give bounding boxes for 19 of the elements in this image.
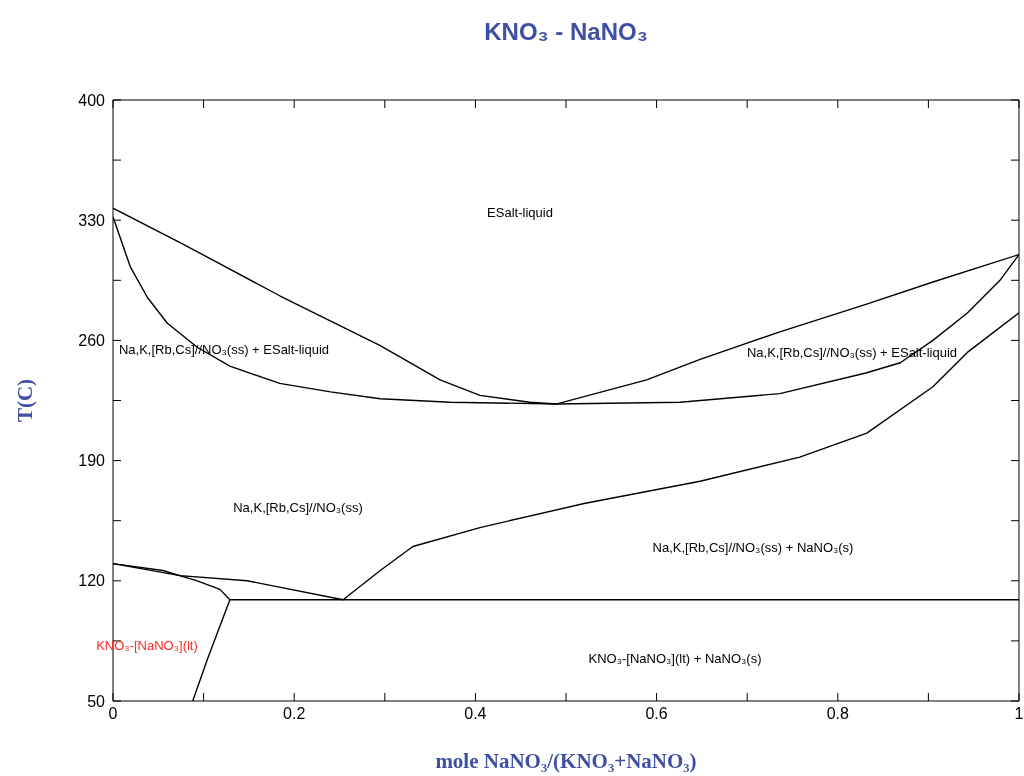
y-tick-label: 190 <box>78 452 106 470</box>
y-tick-label: 120 <box>78 572 106 590</box>
x-tick-label: 0.2 <box>283 705 306 723</box>
x-tick-label: 0.4 <box>464 705 487 723</box>
y-tick-label: 400 <box>78 91 106 109</box>
x-tick-label: 1 <box>1014 705 1024 723</box>
x-axis-title: mole NaNO₃/(KNO₃+NaNO₃) <box>435 749 697 773</box>
x-tick-label: 0.8 <box>826 705 850 723</box>
chart-title: KNO₃ - NaNO₃ <box>484 18 648 45</box>
annotation: Na,K,[Rb,Cs]//NO₃(ss) <box>233 499 363 515</box>
annotation: ESalt-liquid <box>487 204 553 220</box>
x-tick-label: 0 <box>108 705 118 723</box>
annotation: KNO₃-[NaNO₃](lt) + NaNO₃(s) <box>588 650 762 666</box>
x-tick-label: 0.6 <box>645 705 668 723</box>
annotation: Na,K,[Rb,Cs]//NO₃(ss) + NaNO₃(s) <box>652 539 854 555</box>
y-tick-label: 50 <box>87 692 106 710</box>
y-axis-title: T(C) <box>13 378 37 423</box>
y-tick-label: 330 <box>78 211 106 229</box>
y-tick-label: 260 <box>78 332 106 350</box>
